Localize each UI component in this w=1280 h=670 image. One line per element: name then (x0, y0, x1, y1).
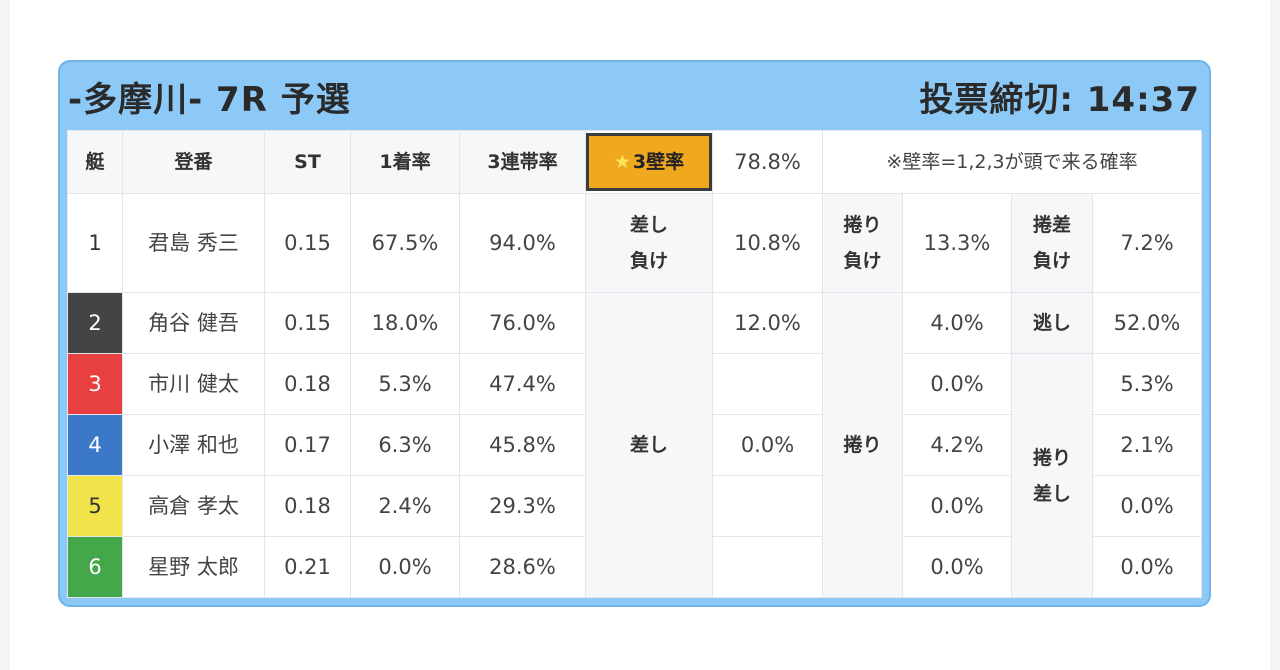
left-margin (0, 0, 10, 670)
tag-nige: 逃し (1011, 292, 1093, 354)
val-sashi-4: 0.0% (712, 414, 823, 476)
racer-ren3: 47.4% (459, 353, 586, 415)
table-row: 4 小澤 和也 0.17 6.3% 45.8% 0.0% 4.2% 2.1% (67, 414, 1202, 476)
val-ms-6: 0.0% (1092, 536, 1202, 598)
racer-st: 0.18 (264, 475, 351, 537)
val-ms-5: 0.0% (1092, 475, 1202, 537)
racer-name: 角谷 健吾 (122, 292, 265, 354)
racer-ren3: 94.0% (459, 193, 586, 293)
wall-rate-note: ※壁率=1,2,3が頭で来る確率 (822, 130, 1202, 194)
col-ren3: 3連帯率 (459, 130, 586, 194)
val-makuri-2: 4.0% (902, 292, 1012, 354)
wall-rate-label: 3壁率 (632, 151, 685, 173)
racer-st: 0.21 (264, 536, 351, 598)
val-sashi-3 (712, 353, 823, 415)
racer-win1: 0.0% (350, 536, 460, 598)
racer-ren3: 76.0% (459, 292, 586, 354)
boat-number-1: 1 (67, 193, 123, 293)
table-row: 1 君島 秀三 0.15 67.5% 94.0% 差し 負け 10.8% 捲り 負け… (67, 193, 1202, 293)
table-row: 5 高倉 孝太 0.18 2.4% 29.3% 0.0% 0.0% (67, 475, 1202, 537)
boat-number-3: 3 (67, 353, 123, 415)
racer-ren3: 45.8% (459, 414, 586, 476)
boat-number-2: 2 (67, 292, 123, 354)
table-row: 2 角谷 健吾 0.15 18.0% 76.0% 差し 12.0% 捲り 4.0… (67, 292, 1202, 598)
wall-rate-cell: ★ 3壁率 (585, 130, 713, 194)
col-win1: 1着率 (350, 130, 460, 194)
wall-rate-value: 78.8% (712, 130, 823, 194)
racer-name: 高倉 孝太 (122, 475, 265, 537)
val-ms-3: 5.3% (1092, 353, 1202, 415)
header-row: 艇 登番 ST 1着率 3連帯率 ★ 3壁率 78.8% ※壁率=1,2,3が頭で… (67, 130, 1202, 194)
val-makuri-4: 4.2% (902, 414, 1012, 476)
boat-number-5: 5 (67, 475, 123, 537)
val-sashi-6 (712, 536, 823, 598)
col-st: ST (264, 130, 351, 194)
val-nige-2: 52.0% (1092, 292, 1202, 354)
boat-number-4: 4 (67, 414, 123, 476)
racer-ren3: 29.3% (459, 475, 586, 537)
tag-sashi: 差し (585, 292, 713, 598)
val-sashi-make: 10.8% (712, 193, 823, 293)
val-sashi-2: 12.0% (712, 292, 823, 354)
val-makurisashi-make: 7.2% (1092, 193, 1202, 293)
boat-number-6: 6 (67, 536, 123, 598)
wall-rate-badge: ★ 3壁率 (586, 133, 712, 191)
star-icon: ★ (613, 151, 631, 173)
racer-win1: 2.4% (350, 475, 460, 537)
racer-st: 0.15 (264, 193, 351, 293)
tag-makuri: 捲り (822, 292, 903, 598)
val-ms-4: 2.1% (1092, 414, 1202, 476)
table-row: 6 星野 太郎 0.21 0.0% 28.6% 0.0% 0.0% (67, 536, 1202, 598)
tag-sashi-make: 差し 負け (585, 193, 713, 293)
racer-st: 0.17 (264, 414, 351, 476)
race-title: -多摩川- 7R 予選 (68, 80, 351, 120)
racer-st: 0.18 (264, 353, 351, 415)
tag-makurisashi: 捲り 差し (1011, 353, 1093, 598)
racer-name: 市川 健太 (122, 353, 265, 415)
val-makuri-6: 0.0% (902, 536, 1012, 598)
racer-win1: 6.3% (350, 414, 460, 476)
vote-deadline: 投票締切: 14:37 (919, 80, 1200, 120)
val-makuri-make: 13.3% (902, 193, 1012, 293)
racer-ren3: 28.6% (459, 536, 586, 598)
val-makuri-5: 0.0% (902, 475, 1012, 537)
racer-st: 0.15 (264, 292, 351, 354)
table-row: 3 市川 健太 0.18 5.3% 47.4% 0.0% 捲り 差し 5.3% (67, 353, 1202, 598)
col-reg: 登番 (122, 130, 265, 194)
val-sashi-5 (712, 475, 823, 537)
val-makuri-3: 0.0% (902, 353, 1012, 415)
tag-makurisashi-make: 捲差 負け (1011, 193, 1093, 293)
racer-name: 星野 太郎 (122, 536, 265, 598)
col-boat: 艇 (67, 130, 123, 194)
racer-win1: 18.0% (350, 292, 460, 354)
tag-makuri-make: 捲り 負け (822, 193, 903, 293)
right-margin (1270, 0, 1280, 670)
race-table: 艇 登番 ST 1着率 3連帯率 ★ 3壁率 78.8% ※壁率=1,2,3が頭で… (67, 130, 1202, 598)
racer-win1: 5.3% (350, 353, 460, 415)
racer-name: 君島 秀三 (122, 193, 265, 293)
racer-win1: 67.5% (350, 193, 460, 293)
racer-name: 小澤 和也 (122, 414, 265, 476)
